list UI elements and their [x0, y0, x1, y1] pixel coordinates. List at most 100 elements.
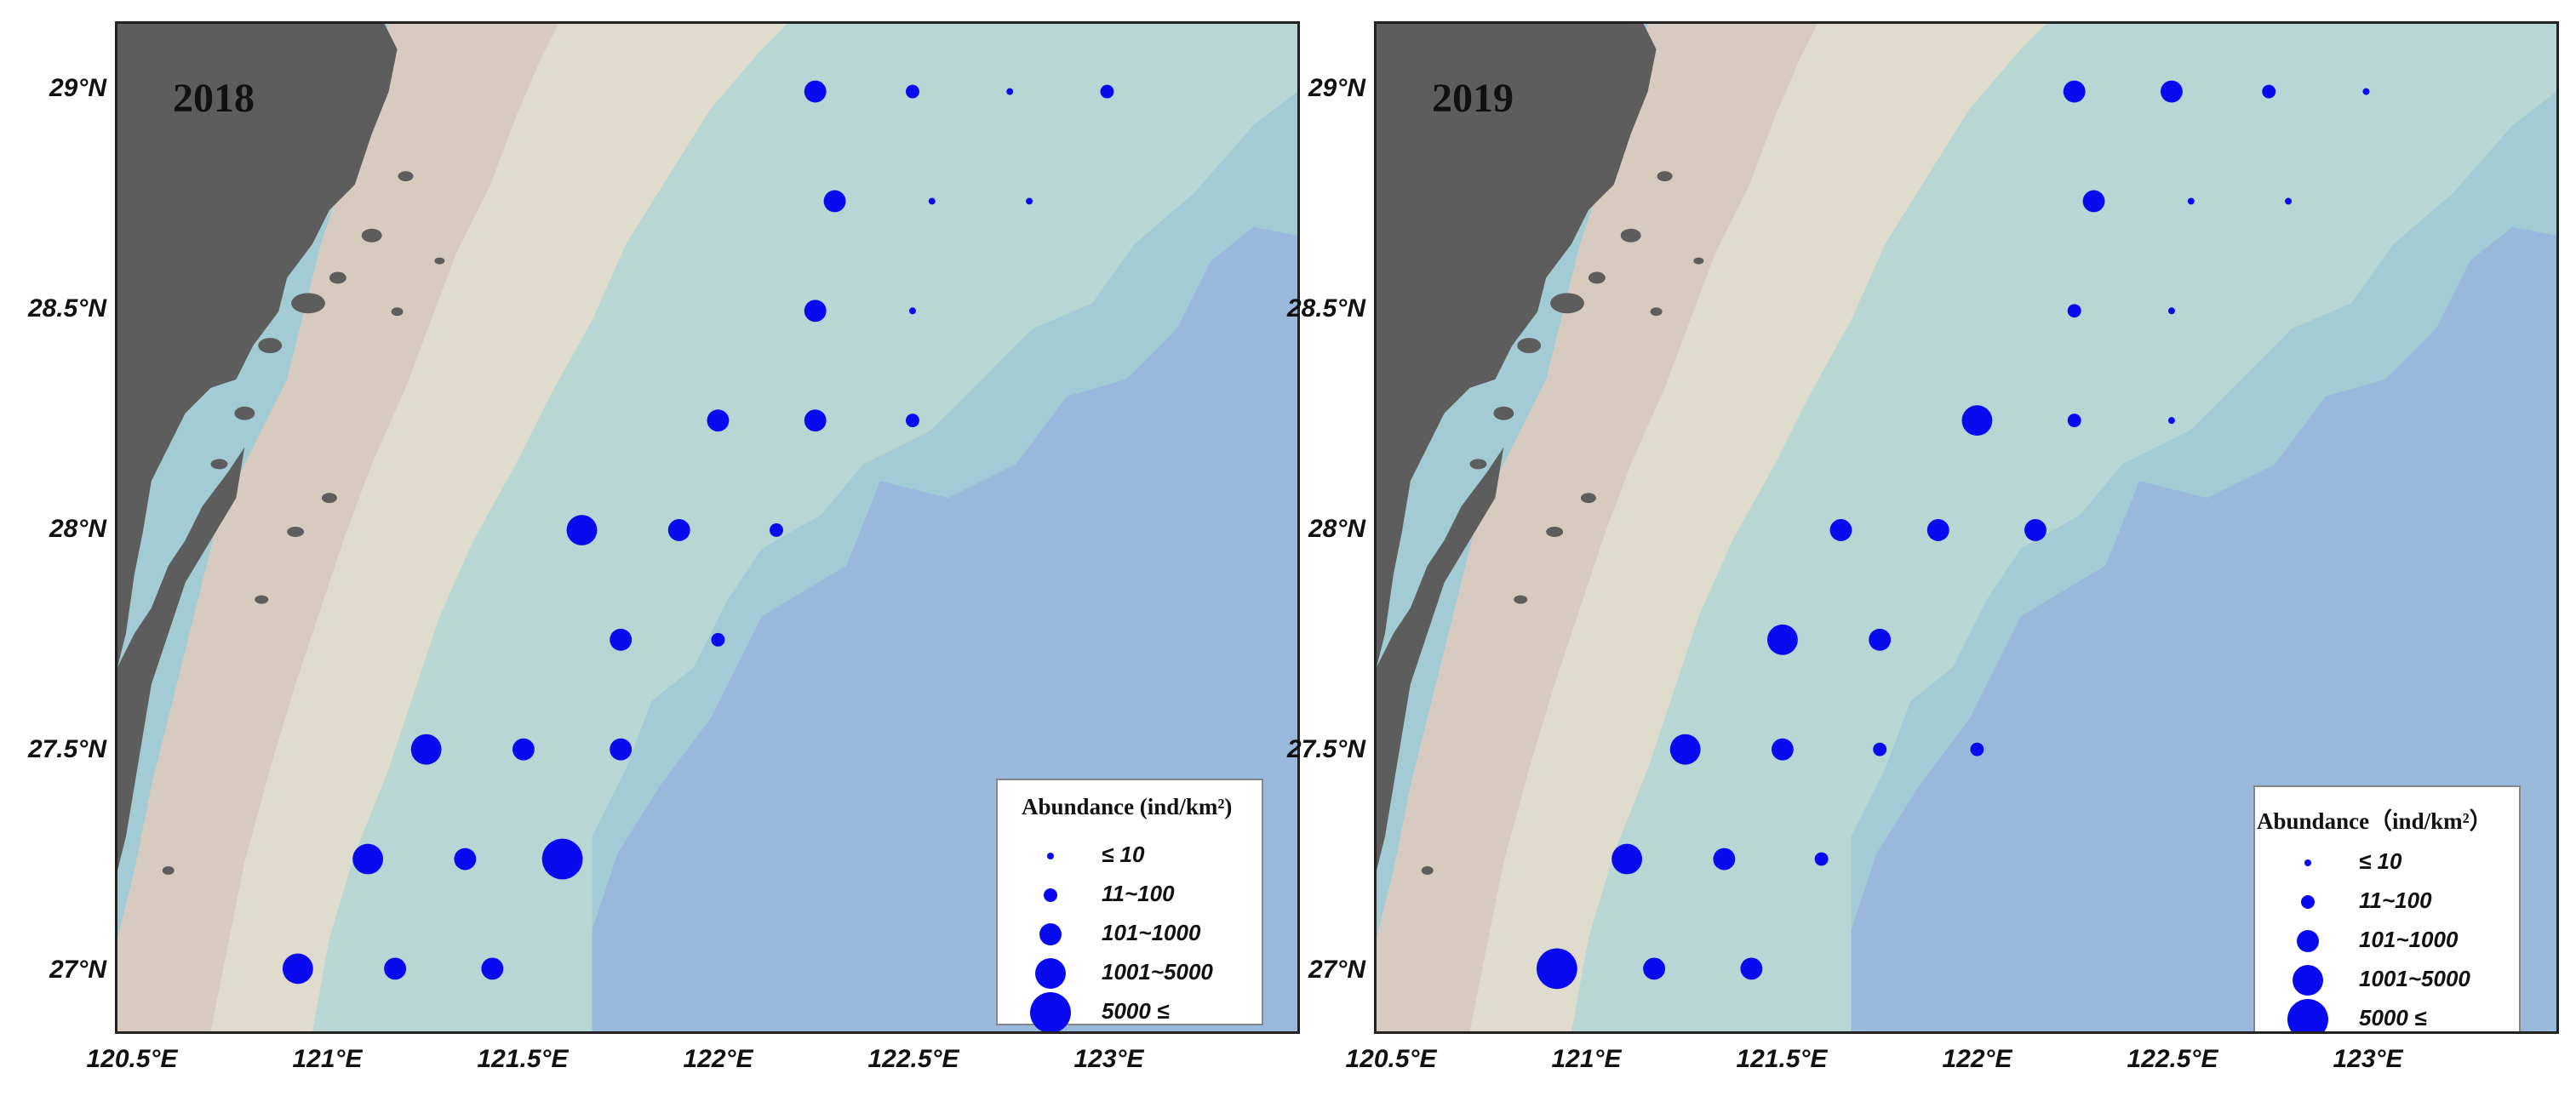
station-marker-2019-25 — [1536, 948, 1577, 990]
legend-symbol — [2293, 965, 2323, 996]
station-marker-2018-21 — [352, 843, 384, 875]
station-marker-2019-1 — [2063, 80, 2086, 103]
longitude-label: 121°E — [1551, 1045, 1622, 1073]
latitude-label: 28.5°N — [27, 294, 106, 323]
legend-row-class-5: 5000 ≤ — [998, 992, 1262, 1031]
legend-label: 1001~5000 — [2359, 966, 2470, 991]
island — [255, 595, 269, 604]
legend-symbol — [1039, 923, 1062, 945]
island — [234, 406, 255, 420]
station-marker-2018-11 — [804, 409, 827, 432]
legend-label: 5000 ≤ — [2359, 1005, 2427, 1030]
station-marker-2019-17 — [1869, 628, 1892, 651]
land-mass — [117, 447, 245, 871]
longitude-label: 121°E — [292, 1045, 363, 1073]
island — [210, 459, 228, 470]
station-marker-2018-6 — [928, 197, 936, 205]
station-marker-2018-24 — [282, 953, 313, 985]
station-marker-2018-5 — [823, 190, 846, 213]
latitude-label: 28°N — [49, 515, 106, 543]
island — [1514, 595, 1528, 604]
station-marker-2019-8 — [2067, 304, 2081, 318]
station-marker-2019-22 — [1611, 843, 1643, 875]
legend-label: 11~100 — [2359, 888, 2432, 913]
legend-title: Abundance（ind/km²） — [2257, 808, 2493, 834]
longitude-label: 121.5°E — [477, 1045, 569, 1073]
legend-label: 1001~5000 — [1102, 959, 1213, 985]
longitude-label: 122°E — [683, 1045, 753, 1073]
station-marker-2019-13 — [1829, 519, 1852, 541]
station-marker-2018-12 — [905, 414, 919, 428]
legend-row-class-4: 1001~5000 — [2255, 961, 2519, 1000]
latitude-label: 27.5°N — [27, 735, 106, 763]
legend-symbol — [1044, 888, 1057, 902]
station-marker-2019-27 — [1740, 957, 1763, 980]
latitude-label: 27.5°N — [1286, 735, 1365, 763]
island — [1693, 257, 1704, 265]
station-marker-2019-4 — [2362, 88, 2370, 95]
longitude-label: 122.5°E — [2127, 1045, 2218, 1073]
station-marker-2019-18 — [1669, 734, 1701, 765]
station-marker-2018-8 — [804, 300, 827, 323]
legend-2018: Abundance (ind/km²) ≤ 10 11~100 101~1000 10… — [996, 779, 1263, 1031]
island — [258, 338, 283, 354]
island — [1620, 228, 1641, 243]
island — [1469, 459, 1487, 470]
shelf-near — [1377, 24, 1818, 1031]
station-marker-2019-11 — [2067, 414, 2081, 428]
longitude-label: 122°E — [1942, 1045, 2012, 1073]
station-marker-2019-19 — [1771, 738, 1794, 761]
station-marker-2018-13 — [566, 515, 598, 545]
land-mass — [1377, 24, 1657, 668]
legend-row-class-1: ≤ 10 — [2255, 843, 2519, 882]
legend-title: Abundance (ind/km²) — [1022, 794, 1233, 819]
station-marker-2018-20 — [610, 738, 633, 761]
station-marker-2019-24 — [1814, 852, 1829, 866]
island — [291, 293, 325, 314]
island — [1550, 293, 1584, 314]
station-marker-2018-7 — [1026, 197, 1033, 205]
legend-symbol — [1047, 853, 1054, 859]
legend-label: 101~1000 — [1102, 920, 1201, 945]
legend-symbol — [2297, 930, 2319, 952]
island — [434, 257, 445, 265]
station-marker-2019-20 — [1873, 742, 1887, 756]
land-mass — [117, 24, 398, 668]
station-marker-2018-1 — [804, 80, 827, 103]
island — [1546, 527, 1564, 537]
station-marker-2018-14 — [667, 519, 690, 541]
island — [321, 493, 337, 504]
station-marker-2018-18 — [410, 734, 442, 765]
station-marker-2019-21 — [1970, 742, 1984, 756]
legend-label: ≤ 10 — [2359, 848, 2402, 874]
legend-symbol — [2301, 895, 2315, 909]
station-marker-2018-26 — [481, 957, 504, 980]
island — [1517, 338, 1542, 354]
year-label-2018: 2018 — [173, 76, 255, 121]
shelf-near — [117, 24, 558, 1031]
island — [1657, 171, 1673, 182]
island — [1493, 406, 1514, 420]
map-panel-2019: 2019 Abundance（ind/km²） ≤ 10 11~100 101~10… — [1374, 21, 2559, 1034]
shelf-mid — [193, 24, 787, 1031]
legend-row-class-3: 101~1000 — [998, 915, 1262, 954]
island — [329, 271, 346, 284]
sea-light — [1537, 24, 2556, 1031]
island — [391, 307, 404, 317]
longitude-label: 122.5°E — [867, 1045, 959, 1073]
station-marker-2018-16 — [610, 628, 633, 651]
island — [1580, 493, 1596, 504]
legend-label: ≤ 10 — [1102, 842, 1145, 867]
station-marker-2019-14 — [1926, 519, 1949, 541]
island — [162, 865, 175, 875]
station-marker-2019-23 — [1713, 848, 1736, 871]
legend-row-class-1: ≤ 10 — [998, 836, 1262, 876]
station-marker-2019-5 — [2082, 190, 2105, 213]
station-marker-2019-26 — [1643, 957, 1666, 980]
legend-symbol — [1035, 958, 1066, 989]
station-marker-2018-15 — [770, 523, 783, 537]
latitude-label: 29°N — [1308, 74, 1365, 102]
legend-row-class-4: 1001~5000 — [998, 954, 1262, 993]
station-marker-2018-19 — [512, 738, 535, 761]
shelf-mid — [1452, 24, 2046, 1031]
